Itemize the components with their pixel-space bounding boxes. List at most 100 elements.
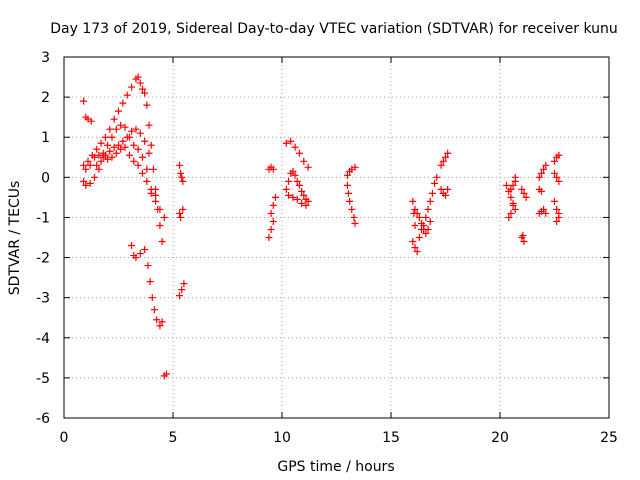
- plot-frame: [63, 56, 610, 419]
- series-arc-c: [80, 121, 168, 221]
- data-point: [108, 153, 116, 161]
- data-point: [295, 181, 303, 189]
- data-point: [128, 242, 136, 250]
- data-point: [540, 165, 548, 173]
- chart-title: Day 173 of 2019, Sidereal Day-to-day VTE…: [50, 21, 618, 37]
- data-point: [119, 137, 127, 145]
- data-point: [130, 157, 138, 165]
- data-point: [86, 179, 94, 187]
- data-point: [509, 181, 517, 189]
- grid-lines: [64, 57, 609, 418]
- y-tick-label: 1: [41, 130, 50, 146]
- data-point: [289, 193, 297, 201]
- data-point: [343, 181, 351, 189]
- series-arc-f: [128, 242, 166, 330]
- series-arc-l: [282, 137, 312, 171]
- y-tick-label: -1: [36, 210, 50, 226]
- data-point: [437, 161, 445, 169]
- data-point: [537, 187, 545, 195]
- data-point: [351, 163, 359, 171]
- data-point: [145, 149, 153, 157]
- data-point: [295, 149, 303, 157]
- data-point: [351, 219, 359, 227]
- data-point: [426, 217, 434, 225]
- y-tick-label: 0: [41, 170, 50, 186]
- data-point: [179, 177, 187, 185]
- data-point: [267, 209, 275, 217]
- data-point: [141, 89, 149, 97]
- data-point: [138, 85, 146, 93]
- x-tick-label: 25: [600, 430, 618, 446]
- x-tick-label: 15: [382, 430, 400, 446]
- data-point: [138, 153, 146, 161]
- series-arc-s: [503, 173, 519, 221]
- data-point: [177, 169, 185, 177]
- data-point: [119, 99, 127, 107]
- data-point: [428, 189, 436, 197]
- data-point: [553, 217, 561, 225]
- data-point: [147, 141, 155, 149]
- x-axis-label: GPS time / hours: [277, 459, 394, 475]
- data-point: [156, 205, 164, 213]
- data-point: [144, 262, 152, 270]
- data-point: [431, 179, 439, 187]
- x-tick-label: 10: [273, 430, 291, 446]
- series-arc-j: [265, 163, 277, 173]
- data-point: [343, 171, 351, 179]
- x-tick-label: 20: [491, 430, 509, 446]
- data-point: [415, 213, 423, 221]
- data-point: [519, 231, 527, 239]
- data-point: [285, 177, 293, 185]
- data-point: [80, 97, 88, 105]
- data-point: [93, 145, 101, 153]
- data-point: [150, 306, 158, 314]
- data-point: [551, 157, 558, 165]
- data-point: [141, 246, 149, 254]
- data-point: [271, 193, 279, 201]
- data-point: [503, 181, 511, 189]
- data-point: [511, 173, 519, 181]
- series-arc-t: [518, 185, 530, 246]
- data-point: [409, 197, 417, 205]
- data-point: [162, 370, 170, 378]
- x-tick-label: 5: [169, 430, 178, 446]
- data-point: [522, 193, 530, 201]
- series-arc-n: [285, 191, 310, 209]
- y-tick-label: -6: [36, 411, 50, 427]
- series-arc-k: [265, 193, 279, 241]
- series-arc-d: [82, 143, 160, 199]
- data-point: [106, 125, 114, 133]
- data-point: [269, 165, 277, 173]
- data-point: [97, 157, 105, 165]
- data-point: [437, 185, 445, 193]
- data-point: [104, 141, 112, 149]
- data-point: [444, 149, 452, 157]
- data-point: [141, 137, 149, 145]
- data-points: [80, 73, 563, 380]
- data-point: [176, 292, 184, 300]
- data-point: [152, 197, 160, 205]
- data-point: [511, 205, 519, 213]
- data-point: [433, 173, 441, 181]
- y-tick-label: 3: [41, 50, 50, 66]
- series-arc-a: [80, 97, 95, 125]
- data-point: [411, 205, 419, 213]
- data-point: [156, 221, 164, 229]
- data-point: [125, 151, 133, 159]
- data-point: [348, 205, 356, 213]
- data-point: [439, 157, 447, 165]
- data-point: [82, 165, 90, 173]
- series-arc-r: [437, 149, 452, 199]
- data-point: [146, 278, 154, 286]
- data-point: [110, 115, 118, 123]
- data-point: [93, 161, 101, 169]
- data-point: [95, 151, 103, 159]
- data-point: [409, 238, 417, 246]
- data-point: [413, 209, 421, 217]
- data-point: [132, 125, 140, 133]
- data-point: [300, 157, 308, 165]
- data-point: [442, 153, 449, 161]
- series-arc-q: [411, 205, 434, 237]
- data-point: [304, 197, 312, 205]
- data-point: [298, 199, 306, 207]
